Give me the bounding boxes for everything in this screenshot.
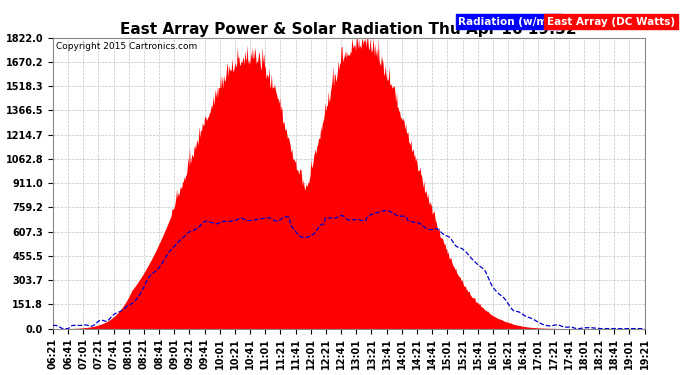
Text: Radiation (w/m2): Radiation (w/m2) bbox=[458, 17, 560, 27]
Text: Copyright 2015 Cartronics.com: Copyright 2015 Cartronics.com bbox=[56, 42, 197, 51]
Text: East Array (DC Watts): East Array (DC Watts) bbox=[547, 17, 675, 27]
Title: East Array Power & Solar Radiation Thu Apr 16 19:32: East Array Power & Solar Radiation Thu A… bbox=[121, 22, 577, 37]
